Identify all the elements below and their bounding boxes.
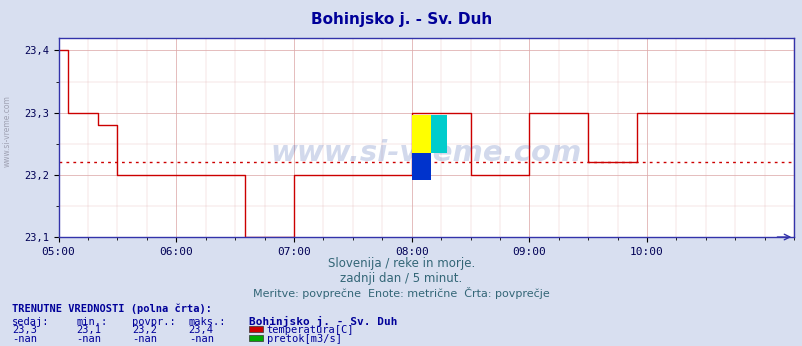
Text: povpr.:: povpr.:	[132, 317, 176, 327]
Text: zadnji dan / 5 minut.: zadnji dan / 5 minut.	[340, 272, 462, 285]
Text: -nan: -nan	[76, 334, 101, 344]
Text: 23,3: 23,3	[12, 325, 37, 335]
Text: TRENUTNE VREDNOSTI (polna črta):: TRENUTNE VREDNOSTI (polna črta):	[12, 303, 212, 314]
Text: min.:: min.:	[76, 317, 107, 327]
Text: Meritve: povprečne  Enote: metrične  Črta: povprečje: Meritve: povprečne Enote: metrične Črta:…	[253, 287, 549, 299]
Bar	[411, 116, 431, 153]
Text: pretok[m3/s]: pretok[m3/s]	[266, 334, 341, 344]
Text: www.si-vreme.com: www.si-vreme.com	[270, 139, 581, 167]
Text: -nan: -nan	[132, 334, 157, 344]
Text: Bohinjsko j. - Sv. Duh: Bohinjsko j. - Sv. Duh	[249, 316, 397, 327]
Bar	[411, 153, 431, 180]
Text: 23,1: 23,1	[76, 325, 101, 335]
Text: maks.:: maks.:	[188, 317, 226, 327]
Text: -nan: -nan	[12, 334, 37, 344]
Bar	[431, 116, 447, 153]
Text: 23,2: 23,2	[132, 325, 157, 335]
Text: Bohinjsko j. - Sv. Duh: Bohinjsko j. - Sv. Duh	[310, 12, 492, 27]
Text: temperatura[C]: temperatura[C]	[266, 325, 354, 335]
Text: -nan: -nan	[188, 334, 213, 344]
Text: sedaj:: sedaj:	[12, 317, 50, 327]
Text: 23,4: 23,4	[188, 325, 213, 335]
Text: www.si-vreme.com: www.si-vreme.com	[2, 95, 12, 167]
Text: Slovenija / reke in morje.: Slovenija / reke in morje.	[327, 257, 475, 270]
